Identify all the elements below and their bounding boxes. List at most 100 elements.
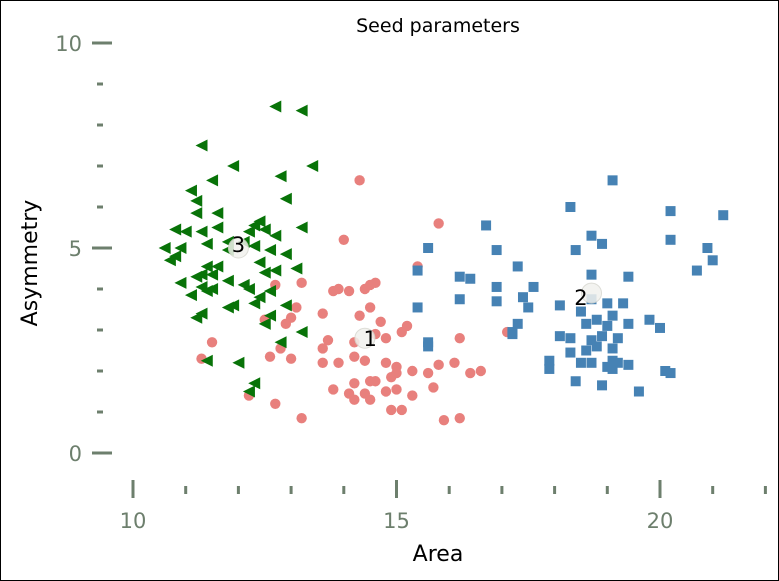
data-point [258,317,271,330]
centroid-marker [354,327,376,349]
data-point [412,302,423,313]
data-point [591,341,602,352]
data-point [718,210,729,221]
data-point [269,100,282,113]
data-point [364,394,376,405]
data-point [644,314,655,325]
data-point [475,365,487,377]
y-axis-label: Asymmetry [18,200,43,327]
cluster-labels: 1 2 3 [232,233,588,351]
data-point [380,357,392,368]
data-point [428,382,439,393]
data-point [491,281,502,292]
data-point [391,367,402,379]
chart-title: Seed parameters [356,15,520,37]
x-tick-label: 20 [647,509,674,533]
data-point [481,220,492,231]
data-point [407,390,418,401]
data-point [195,225,208,238]
data-point [349,351,360,362]
data-point [554,300,565,311]
data-point [586,335,597,346]
data-point [296,277,307,289]
data-point [200,260,213,273]
data-point [691,265,702,276]
data-point [602,361,613,372]
data-point [184,184,197,197]
data-point [454,412,465,424]
data-point [565,347,576,358]
data-point [391,384,402,395]
data-point [512,261,523,272]
data-point [359,283,371,295]
series-1 [196,175,513,426]
data-point [242,225,255,238]
data-point [586,269,597,280]
data-point [380,333,392,344]
data-point [454,333,465,344]
y-axis: 0 5 10 [55,32,112,466]
data-point [295,326,308,339]
data-point [607,343,618,354]
data-point [433,218,444,229]
data-point [544,355,555,366]
data-point [174,242,187,254]
data-point [438,415,450,426]
data-point [412,265,423,276]
cluster-centroids [227,237,602,349]
data-point [380,386,392,397]
data-point [364,302,376,313]
data-point [279,192,292,205]
x-axis-label: Area [413,542,464,567]
data-point [544,363,555,374]
data-point [200,237,213,250]
data-point [586,357,597,368]
data-point [274,336,287,349]
series-2 [412,175,729,397]
data-point [174,276,187,289]
data-point [575,306,586,317]
data-point [528,281,539,292]
y-tick-label: 5 [69,237,82,261]
data-point [702,243,713,253]
data-point [317,308,328,319]
data-point [206,268,219,281]
data-point [248,239,261,252]
data-point [328,384,339,395]
x-axis: 10 15 20 [120,480,767,533]
data-point [211,221,224,234]
data-point [349,378,360,389]
data-point [665,206,676,217]
x-tick-label: 10 [120,509,147,533]
data-point [396,404,407,416]
data-point [607,363,618,374]
data-point [179,225,192,238]
y-tick-label: 10 [55,32,82,56]
data-point [491,245,502,256]
data-point [597,331,608,342]
data-point [433,359,444,371]
data-point [359,355,371,366]
data-point [623,271,634,282]
data-point [623,318,634,329]
data-point [169,223,182,236]
data-point [206,337,218,348]
data-point [279,299,292,312]
data-point [290,262,303,275]
data-point [317,357,328,368]
data-point [633,386,644,397]
data-point [269,264,282,277]
data-point [195,139,208,152]
data-point [333,357,344,368]
data-point [295,104,308,117]
data-point [618,298,629,309]
data-point [190,194,203,207]
data-point [328,285,339,297]
data-point [211,207,224,220]
data-point [449,357,460,368]
data-point [195,268,208,281]
data-point [660,366,671,376]
data-point [306,160,319,172]
